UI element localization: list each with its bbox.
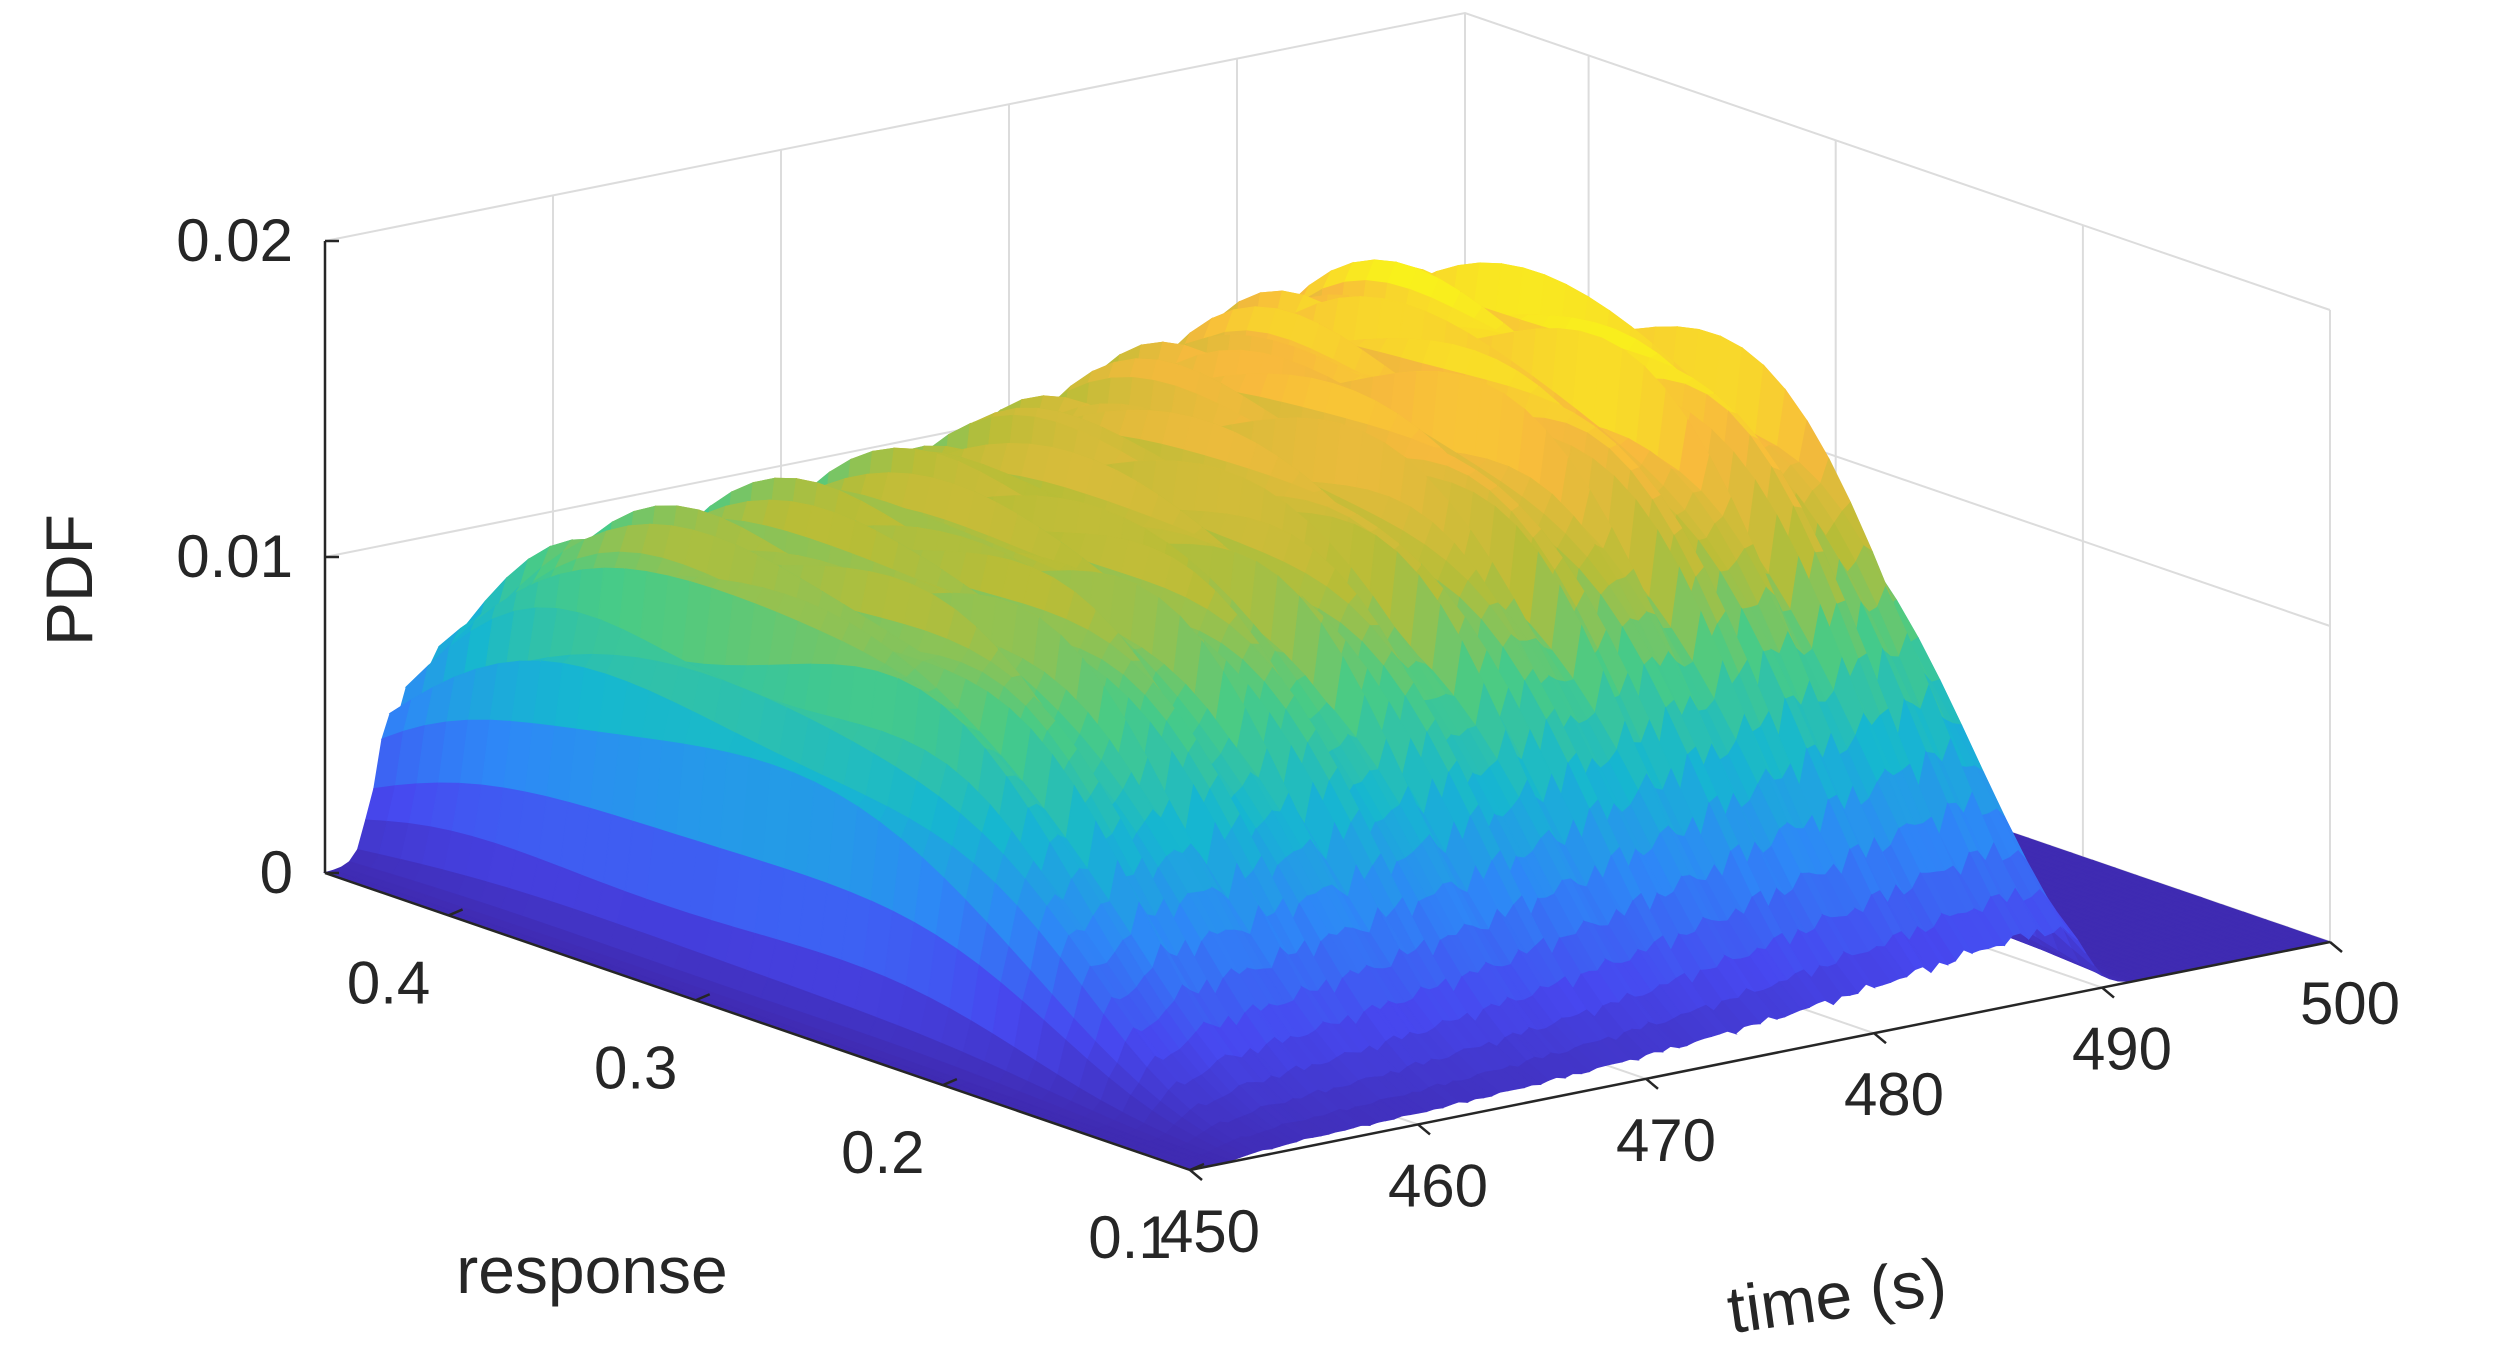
grid-line-z	[324, 11, 2331, 311]
surface-plot	[322, 259, 2333, 1171]
